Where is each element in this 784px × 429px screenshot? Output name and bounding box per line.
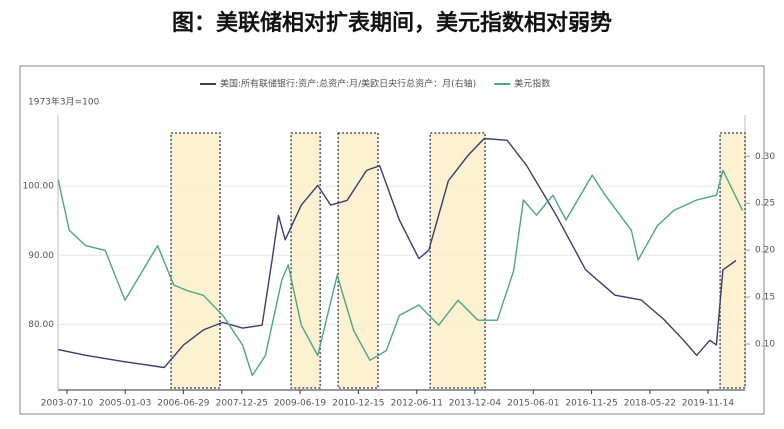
x-tick-label: 2012-06-11 — [391, 399, 443, 409]
x-tick-label: 2006-06-29 — [157, 399, 210, 409]
y2-tick-label: 0.30 — [755, 152, 775, 162]
x-tick-label: 2013-12-04 — [449, 399, 502, 409]
chart-title: 图：美联储相对扩表期间，美元指数相对弱势 — [172, 10, 612, 36]
y2-tick-label: 0.10 — [755, 340, 775, 350]
highlight-band — [170, 132, 221, 389]
x-tick-label: 2018-05-22 — [624, 399, 676, 409]
legend-label: 美国:所有联储银行:资产:总资产:月/美欧日央行总资产：月(右轴) — [220, 78, 476, 90]
x-tick-label: 2007-12-25 — [216, 399, 268, 409]
y2-tick-label: 0.15 — [755, 293, 775, 303]
x-tick-label: 2016-11-25 — [565, 399, 617, 409]
background-layer — [58, 132, 746, 389]
highlight-band — [719, 132, 746, 389]
y-tick-label: 100.00 — [23, 182, 55, 192]
y-tick-label: 90.00 — [28, 251, 54, 261]
x-tick-label: 2015-06-01 — [507, 399, 559, 409]
x-tick-label: 2009-06-19 — [274, 399, 327, 409]
chart-frame — [19, 65, 765, 415]
highlight-band — [290, 132, 321, 389]
highlight-band — [337, 132, 379, 389]
y2-tick-label: 0.25 — [755, 199, 775, 209]
y2-tick-label: 0.20 — [755, 246, 775, 256]
legend-label: 美元指数 — [514, 78, 550, 90]
x-tick-label: 2005-01-03 — [99, 399, 151, 409]
x-tick-label: 2019-11-14 — [682, 399, 735, 409]
x-tick-label: 2003-07-10 — [41, 399, 94, 409]
y-tick-label: 80.00 — [28, 320, 54, 330]
series-line — [57, 169, 744, 377]
y-axis-label: 1973年3月=100 — [28, 96, 100, 108]
highlight-band — [429, 132, 486, 389]
x-tick-label: 2010-12-15 — [332, 399, 384, 409]
series-line — [58, 137, 737, 369]
